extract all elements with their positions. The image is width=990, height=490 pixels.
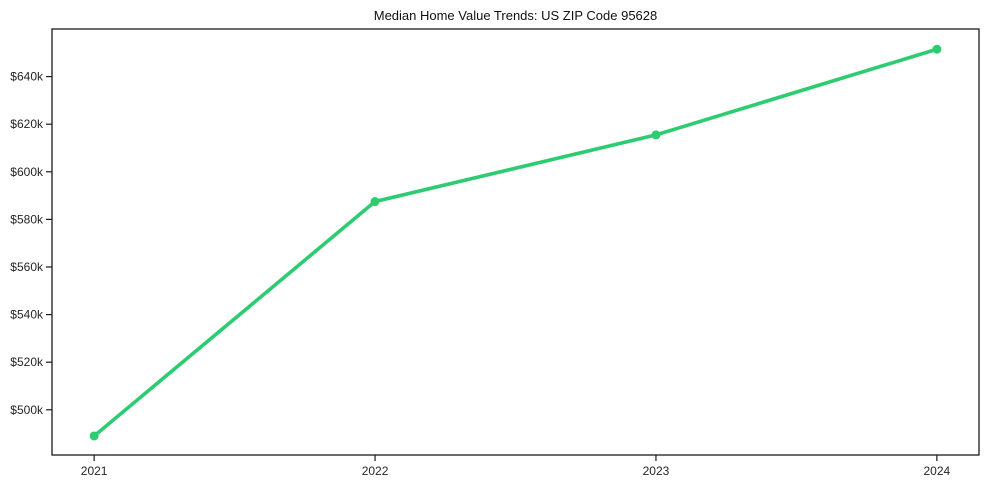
x-tick-label: 2024 — [924, 464, 951, 478]
x-tick-label: 2023 — [643, 464, 670, 478]
trend-line — [92, 47, 939, 438]
data-point-2023 — [651, 130, 661, 140]
y-tick-label: $520k — [10, 355, 44, 369]
x-tick-label: 2022 — [362, 464, 389, 478]
data-point-2021 — [89, 431, 99, 441]
y-tick-label: $500k — [10, 403, 44, 417]
y-tick-label: $600k — [10, 165, 44, 179]
x-tick-label: 2021 — [81, 464, 108, 478]
y-tick-label: $620k — [10, 117, 44, 131]
y-tick-label: $560k — [10, 260, 44, 274]
y-tick-label: $640k — [10, 70, 44, 84]
plot-border — [51, 28, 980, 456]
data-point-2022 — [370, 197, 380, 207]
y-tick-label: $580k — [10, 212, 44, 226]
chart-title: Median Home Value Trends: US ZIP Code 95… — [373, 8, 658, 23]
data-point-2024 — [932, 44, 942, 54]
y-tick-label: $540k — [10, 308, 44, 322]
